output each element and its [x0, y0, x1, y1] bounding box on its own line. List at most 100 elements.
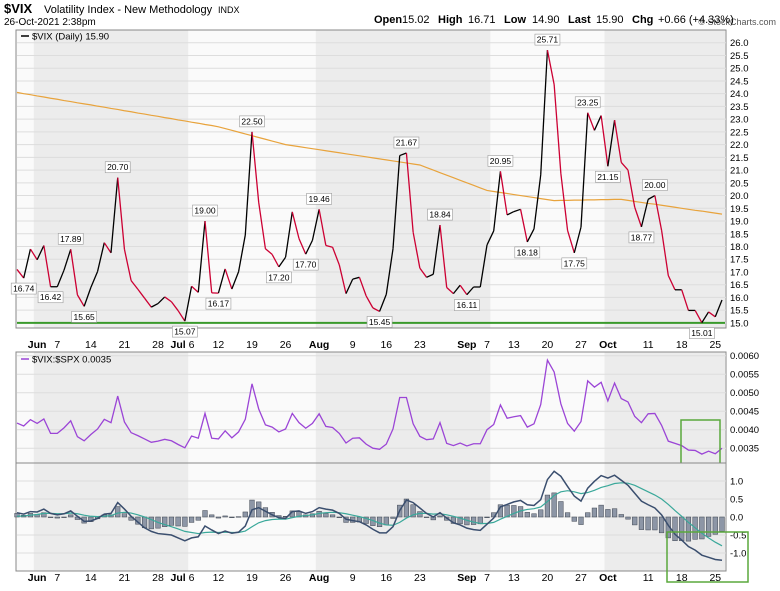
- y-tick-label: 19.5: [730, 204, 749, 215]
- ohlc-label-open: Open: [374, 14, 402, 26]
- annotation-label: 19.00: [194, 206, 216, 216]
- macd-histogram-bar: [438, 516, 443, 517]
- x-tick-label: 27: [575, 339, 587, 351]
- y-tick-label: 15.0: [730, 318, 749, 329]
- x-tick-label: 7: [54, 572, 60, 584]
- macd-histogram-bar: [48, 517, 53, 518]
- annotation-label: 16.42: [40, 292, 62, 302]
- timestamp: 26-Oct-2021 2:38pm: [4, 17, 96, 28]
- shaded-month-band: [605, 31, 726, 328]
- macd-histogram-bar: [585, 513, 590, 517]
- macd-histogram-bar: [471, 517, 476, 525]
- y-tick-label: 17.5: [730, 255, 749, 266]
- macd-histogram-bar: [545, 495, 550, 517]
- macd-histogram-bar: [115, 507, 120, 517]
- shaded-month-band: [34, 353, 188, 463]
- x-tick-label: Sep: [457, 572, 476, 584]
- macd-histogram-bar: [68, 515, 73, 517]
- y-tick-label: 20.0: [730, 191, 749, 202]
- macd-histogram-bar: [606, 509, 611, 517]
- macd-histogram-bar: [679, 517, 684, 541]
- x-tick-label: 14: [85, 572, 97, 584]
- annotation-label: 21.15: [597, 172, 619, 182]
- macd-histogram-bar: [189, 517, 194, 522]
- x-tick-label: 19: [246, 572, 258, 584]
- annotation-label: 21.67: [396, 138, 418, 148]
- annotation-label: 17.75: [564, 258, 586, 268]
- macd-histogram-bar: [337, 517, 342, 518]
- price-annotation: 17.20: [266, 272, 291, 283]
- y-tick-label: 26.0: [730, 38, 749, 49]
- annotation-label: 17.20: [268, 272, 290, 282]
- x-tick-label: 9: [350, 339, 356, 351]
- x-tick-label: 11: [643, 572, 654, 584]
- price-annotation: 16.17: [206, 298, 231, 309]
- macd-histogram-bar: [512, 505, 517, 517]
- macd-histogram-bar: [391, 517, 396, 518]
- y-tick-label: 23.5: [730, 102, 749, 113]
- shaded-month-band: [316, 31, 491, 328]
- y-tick-label: -1.0: [730, 549, 746, 560]
- y-tick-label: 25.0: [730, 64, 749, 75]
- annotation-label: 15.07: [174, 327, 196, 337]
- macd-histogram-bar: [256, 502, 261, 517]
- price-annotation: 20.70: [105, 162, 130, 173]
- y-tick-label: 0.0035: [730, 444, 759, 455]
- macd-histogram-bar: [424, 517, 429, 518]
- ohlc-value-open: 15.02: [402, 14, 430, 26]
- macd-histogram-bar: [579, 517, 584, 525]
- price-annotation: 22.50: [240, 116, 265, 127]
- y-tick-label: 24.0: [730, 89, 749, 100]
- macd-histogram-bar: [236, 517, 241, 518]
- annotation-label: 17.89: [60, 234, 82, 244]
- macd-histogram-bar: [55, 517, 60, 518]
- price-annotation: 16.11: [454, 300, 479, 311]
- x-tick-label: 7: [484, 572, 490, 584]
- annotation-label: 20.95: [490, 156, 512, 166]
- macd-histogram-bar: [612, 509, 617, 517]
- annotation-label: 15.45: [369, 317, 391, 327]
- macd-histogram-bar: [626, 517, 631, 519]
- macd-histogram-bar: [538, 510, 543, 517]
- y-tick-label: 16.5: [730, 280, 749, 291]
- y-tick-label: 0.0040: [730, 425, 759, 436]
- x-tick-label: 23: [414, 572, 426, 584]
- y-tick-label: 0.0050: [730, 388, 759, 399]
- macd-histogram-bar: [632, 517, 637, 525]
- y-tick-label: 21.5: [730, 153, 749, 164]
- price-annotation: 15.01: [689, 328, 714, 339]
- macd-histogram-bar: [599, 505, 604, 517]
- price-annotation: 20.00: [642, 180, 667, 191]
- annotation-label: 23.25: [577, 97, 599, 107]
- price-annotation: 16.42: [38, 292, 63, 303]
- price-annotation: 23.25: [575, 97, 600, 108]
- annotation-label: 15.01: [691, 328, 713, 338]
- x-tick-label: Oct: [599, 339, 617, 351]
- y-tick-label: 15.5: [730, 306, 749, 317]
- macd-histogram-bar: [720, 517, 725, 531]
- y-tick-label: 19.0: [730, 217, 749, 228]
- x-tick-label: 13: [508, 339, 520, 351]
- y-tick-label: 0.0: [730, 513, 743, 524]
- x-tick-label: 6: [189, 339, 195, 351]
- price-panel: 15.015.516.016.517.017.518.018.519.019.5…: [11, 30, 748, 339]
- annotation-label: 22.50: [241, 116, 263, 126]
- annotation-label: 19.46: [309, 194, 331, 204]
- ohlc-label-high: High: [438, 14, 463, 26]
- x-tick-label: 25: [709, 339, 721, 351]
- annotation-label: 20.70: [107, 162, 129, 172]
- price-annotation: 21.15: [595, 171, 620, 182]
- ohlc-value-low: 14.90: [532, 14, 560, 26]
- price-annotation: 19.00: [193, 205, 218, 216]
- x-tick-label: Jul: [171, 572, 186, 584]
- x-tick-label: Jun: [28, 339, 47, 351]
- annotation-label: 16.74: [13, 284, 35, 294]
- x-tick-label: 26: [280, 339, 292, 351]
- macd-histogram-bar: [377, 517, 382, 527]
- legend-label: $VIX (Daily) 15.90: [32, 32, 109, 43]
- annotation-label: 25.71: [537, 35, 559, 45]
- x-tick-label: 21: [119, 339, 131, 351]
- y-tick-label: 20.5: [730, 178, 749, 189]
- annotation-label: 16.17: [208, 299, 230, 309]
- macd-histogram-bar: [525, 512, 530, 517]
